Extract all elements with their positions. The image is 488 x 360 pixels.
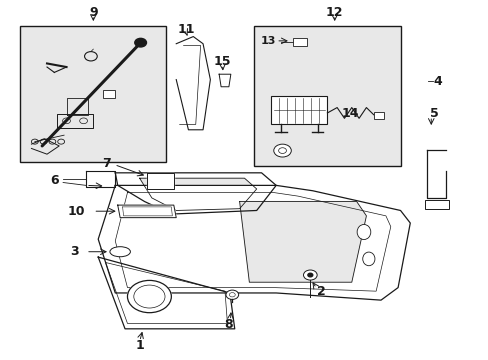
Ellipse shape	[356, 225, 370, 239]
Text: 5: 5	[429, 107, 438, 120]
Text: 11: 11	[177, 23, 194, 36]
Circle shape	[307, 273, 312, 277]
Bar	[20, 26, 166, 162]
Text: 10: 10	[67, 205, 85, 218]
Bar	[254, 26, 400, 166]
Circle shape	[303, 270, 317, 280]
Bar	[271, 96, 327, 125]
Text: 2: 2	[317, 285, 325, 298]
Text: 4: 4	[432, 75, 441, 88]
Polygon shape	[239, 202, 366, 282]
Polygon shape	[118, 205, 176, 218]
Text: 12: 12	[325, 6, 343, 19]
Bar	[103, 90, 115, 98]
Bar	[424, 200, 448, 209]
Bar	[373, 112, 384, 120]
Text: 8: 8	[224, 318, 233, 331]
Polygon shape	[86, 171, 115, 187]
Text: 14: 14	[341, 107, 359, 120]
Polygon shape	[98, 185, 409, 300]
Text: 6: 6	[50, 174, 59, 187]
Circle shape	[135, 39, 146, 47]
Circle shape	[127, 280, 171, 313]
Circle shape	[273, 144, 291, 157]
Text: 13: 13	[260, 36, 275, 46]
Bar	[293, 39, 306, 45]
Polygon shape	[147, 173, 173, 189]
Text: 9: 9	[89, 6, 98, 19]
Text: 1: 1	[135, 339, 144, 352]
Text: 15: 15	[213, 55, 231, 68]
Ellipse shape	[362, 252, 374, 266]
Text: 7: 7	[102, 157, 111, 170]
Polygon shape	[98, 257, 234, 329]
Circle shape	[225, 290, 238, 300]
Text: 3: 3	[70, 245, 79, 258]
Ellipse shape	[110, 247, 130, 257]
Polygon shape	[219, 74, 230, 87]
Polygon shape	[176, 37, 210, 130]
Polygon shape	[140, 178, 256, 211]
Polygon shape	[115, 173, 276, 214]
